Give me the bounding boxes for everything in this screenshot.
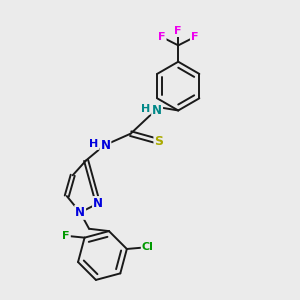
Text: F: F [175, 26, 182, 36]
Text: Cl: Cl [142, 242, 154, 253]
Text: F: F [191, 32, 198, 42]
Text: F: F [62, 231, 70, 241]
Text: N: N [75, 206, 85, 219]
Text: H: H [89, 139, 98, 149]
Text: H: H [141, 104, 150, 114]
Text: N: N [152, 104, 162, 117]
Text: F: F [158, 32, 166, 42]
Text: N: N [100, 139, 110, 152]
Text: S: S [154, 135, 164, 148]
Text: N: N [93, 197, 103, 210]
